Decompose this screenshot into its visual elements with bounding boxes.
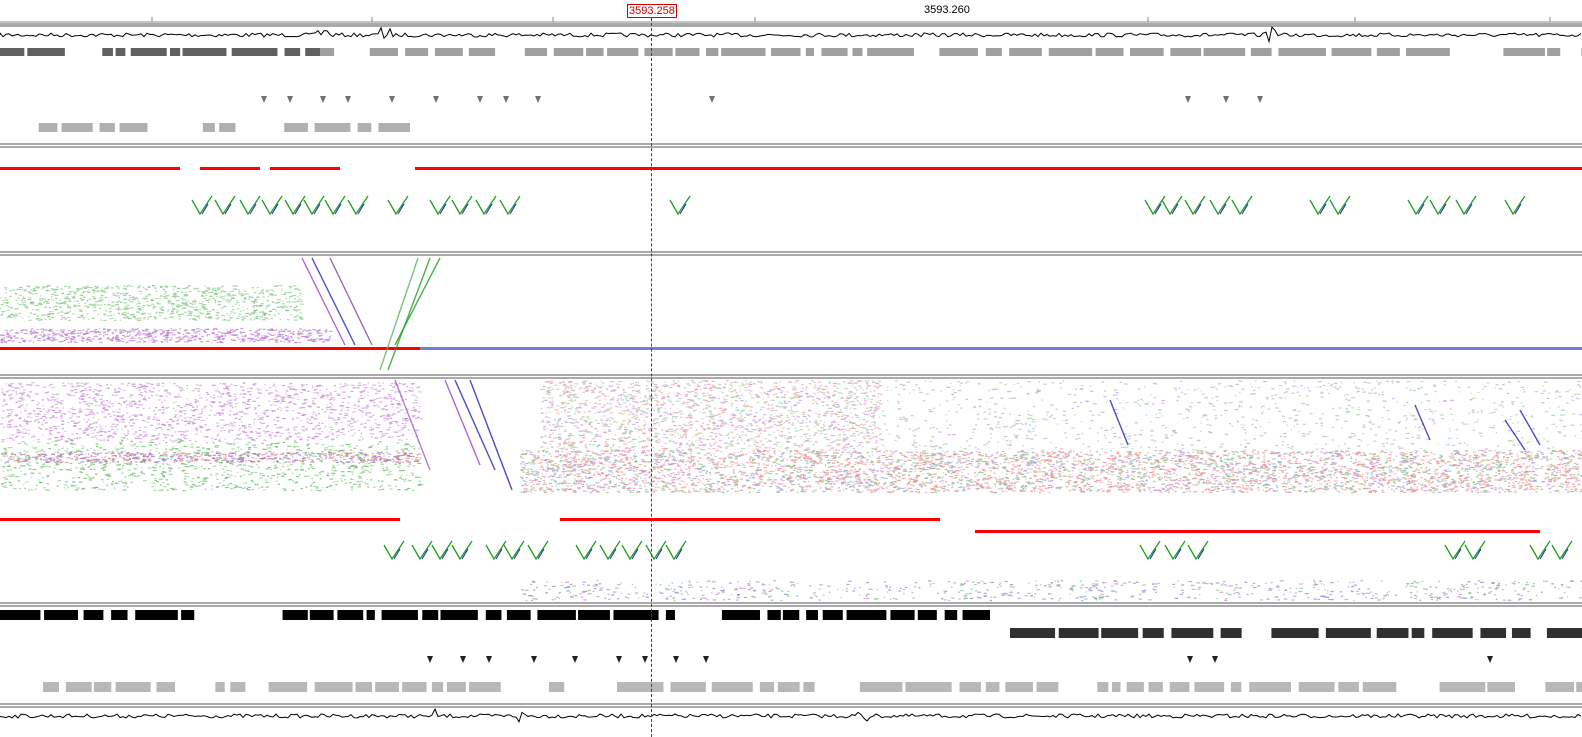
bottom-graph[interactable] xyxy=(0,707,1582,723)
forward-frame-line[interactable] xyxy=(0,167,1582,170)
reverse-frame-line-left[interactable] xyxy=(0,518,940,521)
top-feature-bar[interactable] xyxy=(320,48,1582,56)
cursor-position-label: 3593.258 xyxy=(627,4,677,18)
track-separators[interactable] xyxy=(0,23,1582,708)
bottom-feature-bar-lower[interactable] xyxy=(43,682,1582,692)
reads-forward-band[interactable] xyxy=(0,347,1582,350)
top-graph[interactable] xyxy=(0,26,1582,44)
reads-forward-green[interactable] xyxy=(0,285,304,321)
top-feature-bar-lower[interactable] xyxy=(38,123,410,132)
ruler-tick-label: 3593.260 xyxy=(924,4,970,16)
diagonal-streaks[interactable] xyxy=(301,257,1541,491)
reads-mixed-pink[interactable] xyxy=(2,452,422,464)
reads-frame-bottom[interactable] xyxy=(521,580,1582,602)
top-feature-bar-dark[interactable] xyxy=(0,48,320,56)
bottom-feature-bar-right[interactable] xyxy=(1010,628,1582,638)
bottom-markers[interactable] xyxy=(427,656,1493,663)
reads-forward-purple[interactable] xyxy=(0,328,333,344)
reverse-frame-glyphs[interactable] xyxy=(383,540,1573,561)
ruler[interactable] xyxy=(0,17,1582,23)
reads-mixed-center[interactable] xyxy=(540,380,883,452)
reads-mixed-right[interactable] xyxy=(880,380,1582,452)
reads-mixed-green[interactable] xyxy=(0,440,424,492)
top-markers[interactable] xyxy=(261,96,1263,103)
reads-mixed-dense[interactable] xyxy=(520,450,1582,494)
reads-mixed-purple[interactable] xyxy=(0,382,423,442)
reverse-frame-line-right[interactable] xyxy=(975,530,1540,533)
bottom-feature-bar-dark[interactable] xyxy=(0,610,990,620)
forward-frame-glyphs[interactable] xyxy=(191,195,1526,216)
